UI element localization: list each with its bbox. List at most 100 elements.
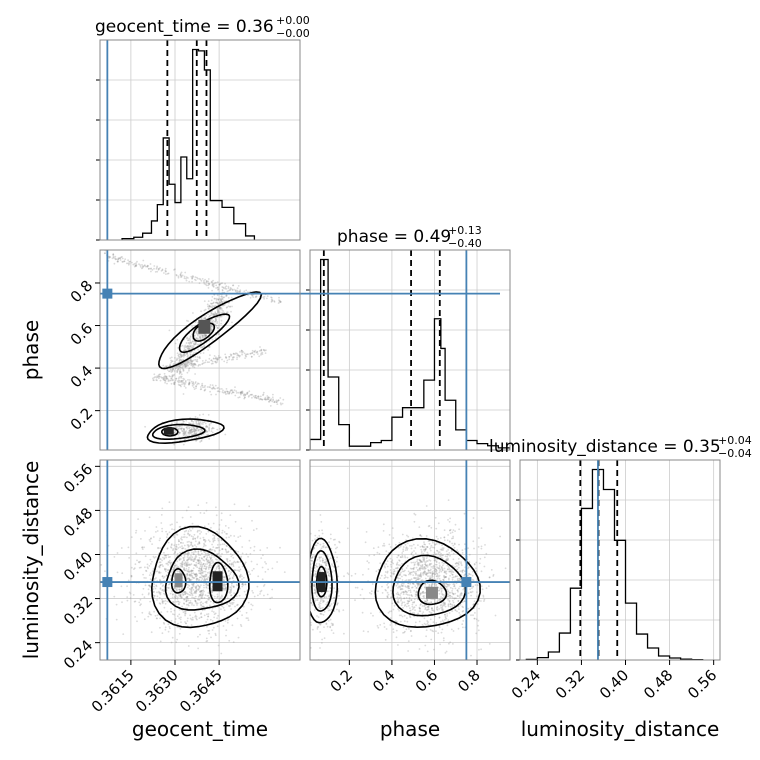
scatter-point <box>196 427 199 429</box>
scatter-point <box>221 548 224 550</box>
scatter-point <box>367 630 369 633</box>
scatter-point <box>404 574 407 576</box>
scatter-point <box>441 569 444 571</box>
scatter-point <box>193 560 195 563</box>
scatter-point <box>204 316 207 319</box>
scatter-point <box>166 365 169 367</box>
scatter-point <box>218 524 221 526</box>
scatter-point <box>185 277 188 280</box>
scatter-point <box>190 431 193 434</box>
scatter-point <box>416 587 418 589</box>
scatter-point <box>190 586 193 589</box>
scatter-point <box>190 429 192 432</box>
scatter-point <box>178 601 181 604</box>
scatter-point <box>149 613 152 616</box>
scatter-point <box>406 602 409 605</box>
scatter-point <box>198 343 201 346</box>
scatter-point <box>447 557 449 560</box>
scatter-point <box>406 593 409 596</box>
contour-level-1 <box>157 291 263 370</box>
scatter-point <box>164 379 166 382</box>
scatter-point <box>198 541 201 543</box>
scatter-point <box>183 556 186 558</box>
scatter-point <box>415 591 418 594</box>
scatter-point <box>436 566 438 568</box>
scatter-point <box>145 265 147 268</box>
histogram-phase-background <box>310 250 510 450</box>
scatter-point <box>217 311 219 314</box>
scatter-point <box>177 428 180 430</box>
scatter-point <box>197 587 200 590</box>
scatter-point <box>182 358 185 361</box>
scatter-point <box>141 264 143 266</box>
scatter-point <box>178 357 180 360</box>
scatter-point <box>191 437 193 440</box>
scatter-point <box>404 555 406 557</box>
scatter-point <box>403 570 405 573</box>
scatter-point <box>205 502 208 504</box>
scatter-point <box>165 562 168 565</box>
scatter-point <box>471 587 473 590</box>
scatter-point <box>217 387 220 389</box>
scatter-point <box>214 634 217 637</box>
scatter-point <box>180 597 183 599</box>
scatter-point <box>425 505 428 507</box>
scatter-point <box>446 624 449 627</box>
scatter-point <box>176 598 179 600</box>
scatter-point <box>415 591 417 593</box>
scatter-point <box>161 268 164 271</box>
scatter-point <box>176 534 179 536</box>
scatter-point <box>262 391 265 394</box>
scatter-point <box>334 543 336 546</box>
scatter-point <box>202 545 205 548</box>
scatter-point <box>217 298 220 301</box>
scatter-point <box>218 390 221 393</box>
scatter-point <box>239 623 242 626</box>
scatter-point <box>447 558 449 561</box>
scatter-point <box>425 635 427 638</box>
scatter-point <box>223 565 226 568</box>
scatter-point <box>250 560 253 563</box>
scatter-point <box>434 553 436 556</box>
scatter-point <box>223 360 226 363</box>
scatter-point <box>212 301 215 304</box>
scatter-point <box>204 422 207 425</box>
scatter-point <box>477 619 480 622</box>
scatter-point <box>181 564 184 567</box>
scatter-point <box>436 550 439 552</box>
scatter-point <box>437 538 439 540</box>
scatter-point <box>446 595 449 598</box>
scatter-point <box>241 390 244 393</box>
scatter-point <box>403 574 405 576</box>
scatter-point <box>226 603 229 606</box>
scatter-point <box>207 523 210 525</box>
scatter-point <box>385 563 388 565</box>
scatter-point <box>462 610 465 612</box>
scatter-point <box>331 563 333 566</box>
scatter-point <box>448 541 451 543</box>
scatter-point <box>188 558 191 560</box>
scatter-point <box>221 548 223 551</box>
scatter-point <box>198 335 201 338</box>
scatter-point <box>219 427 221 430</box>
scatter-point <box>198 594 201 597</box>
scatter-point <box>418 558 421 561</box>
scatter-point <box>118 257 120 260</box>
scatter-point <box>166 534 169 536</box>
scatter-point <box>401 575 403 578</box>
scatter-point <box>231 624 234 627</box>
scatter-point <box>408 598 411 600</box>
scatter-point <box>449 517 451 520</box>
scatter-point <box>179 370 182 373</box>
scatter-point <box>260 557 263 559</box>
scatter-point <box>204 317 207 320</box>
scatter-point <box>231 357 234 359</box>
scatter-point <box>249 393 252 396</box>
scatter-point <box>156 265 159 268</box>
scatter-point <box>159 582 162 585</box>
scatter-point <box>452 592 454 595</box>
scatter-point <box>440 603 443 606</box>
scatter-point <box>140 566 142 569</box>
scatter-point <box>212 357 215 360</box>
scatter-point <box>420 561 423 563</box>
